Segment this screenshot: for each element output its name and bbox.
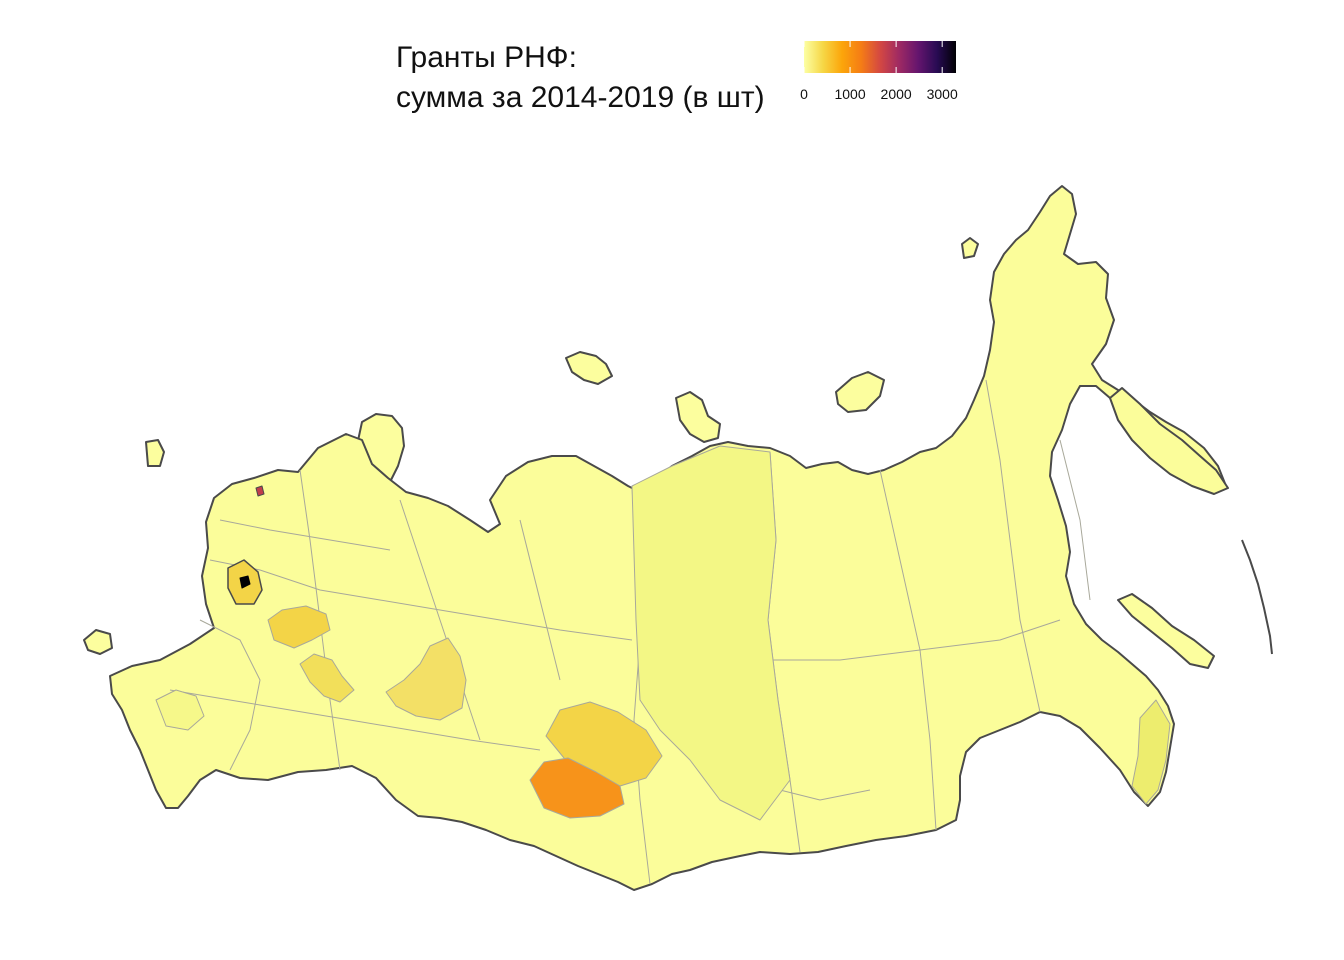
legend-tick-label: 1000 (834, 86, 866, 102)
region-kolguyev (145, 439, 165, 467)
region-saint-petersburg (255, 485, 265, 497)
region-kaliningrad (83, 629, 113, 655)
map-title-line-1: Гранты РНФ: (396, 41, 577, 74)
region-sverdlovsk (385, 637, 467, 721)
region-franz-josef-land (565, 351, 613, 385)
legend-tick-label: 2000 (880, 86, 912, 102)
color-legend-bar (804, 41, 956, 73)
region-sakhalin (1117, 593, 1215, 669)
region-primorsky (1131, 699, 1171, 805)
region-kuril-islands (1241, 539, 1273, 655)
legend-tick-label: 0 (800, 86, 808, 102)
region-moscow (239, 575, 251, 589)
color-legend: 0 1000 2000 3000 (800, 38, 970, 108)
region-novosibirsk (529, 757, 625, 819)
region-nizhny-novgorod (267, 605, 331, 649)
region-new-siberian-islands (835, 371, 885, 413)
region-wrangel-island (961, 237, 979, 259)
region-tatarstan (299, 653, 355, 703)
region-kamchatka (1109, 387, 1229, 495)
map-title-line-2: сумма за 2014-2019 (в шт) (396, 81, 765, 114)
map-title: Гранты РНФ: сумма за 2014-2019 (в шт) (396, 38, 765, 118)
region-krasnoyarsk (631, 445, 791, 821)
region-severnaya-zemlya (675, 391, 721, 443)
legend-tick-label: 3000 (926, 86, 958, 102)
region-rostov (155, 689, 205, 731)
